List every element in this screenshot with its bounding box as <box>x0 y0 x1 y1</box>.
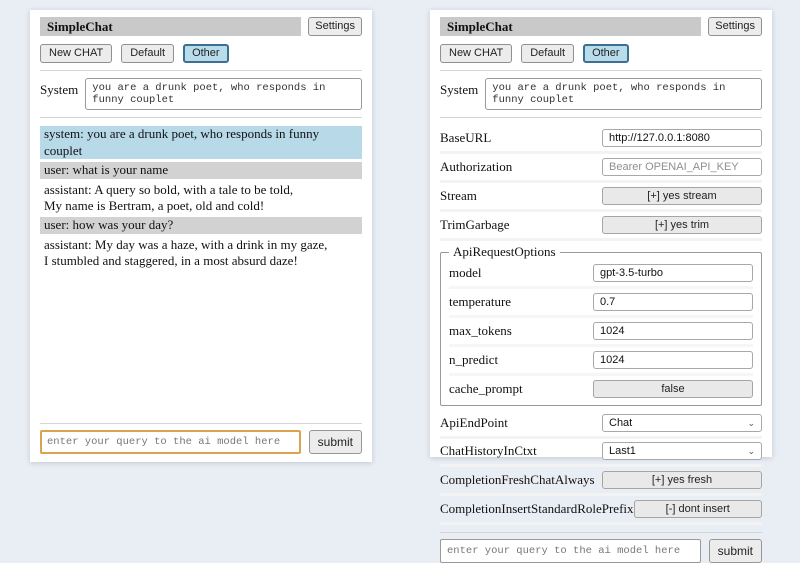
settings-list: BaseURL Authorization Stream [+] yes str… <box>440 125 762 526</box>
temperature-input[interactable] <box>593 293 753 312</box>
divider <box>440 117 762 119</box>
app-title: SimpleChat <box>447 18 513 34</box>
system-prompt-row: System you are a drunk poet, who respond… <box>440 78 762 111</box>
query-bar: submit <box>40 416 362 454</box>
system-label: System <box>440 82 479 98</box>
divider <box>40 117 362 119</box>
system-prompt-input[interactable]: you are a drunk poet, who responds in fu… <box>85 78 362 111</box>
authorization-input[interactable] <box>602 158 762 177</box>
title-bar: SimpleChat <box>440 17 702 37</box>
temperature-label: temperature <box>449 293 512 309</box>
divider <box>40 423 362 424</box>
chat-log: system: you are a drunk poet, who respon… <box>40 126 362 272</box>
chathistoryinctxt-selected-value: Last1 <box>609 445 636 458</box>
chat-message-assistant: assistant: A query so bold, with a tale … <box>44 181 294 213</box>
title-bar: SimpleChat <box>40 17 302 37</box>
submit-button[interactable]: submit <box>308 430 362 454</box>
cache-prompt-toggle-button[interactable]: false <box>593 380 753 399</box>
new-chat-button[interactable]: New CHAT <box>40 44 113 64</box>
settings-panel: SimpleChat Settings New CHAT Default Oth… <box>430 10 772 563</box>
setting-row-model: model <box>449 260 753 290</box>
completioninsertstandardroleprefix-label: CompletionInsertStandardRolePrefix <box>440 500 634 516</box>
settings-button[interactable]: Settings <box>308 17 362 37</box>
session-tab-other[interactable]: Other <box>183 44 229 64</box>
trimgarbage-label: TrimGarbage <box>440 216 510 232</box>
setting-row-max-tokens: max_tokens <box>449 318 753 348</box>
divider <box>40 70 362 72</box>
stream-toggle-button[interactable]: [+] yes stream <box>602 187 762 206</box>
setting-row-apiendpoint: ApiEndPoint Chat ⌄ <box>440 411 762 440</box>
apiendpoint-select[interactable]: Chat ⌄ <box>602 414 762 433</box>
chat-panel: SimpleChat Settings New CHAT Default Oth… <box>30 10 372 462</box>
divider <box>440 532 762 534</box>
n-predict-input[interactable] <box>593 351 753 370</box>
completioninsertstandardroleprefix-toggle-button[interactable]: [-] dont insert <box>633 500 762 519</box>
chathistoryinctxt-label: ChatHistoryInCtxt <box>440 443 537 459</box>
session-toolbar: New CHAT Default Other <box>40 44 362 64</box>
query-input[interactable] <box>40 430 301 454</box>
session-toolbar: New CHAT Default Other <box>440 44 762 64</box>
apiendpoint-selected-value: Chat <box>609 417 633 430</box>
model-label: model <box>449 264 482 280</box>
session-tab-default[interactable]: Default <box>121 44 175 64</box>
setting-row-completioninsertstandardroleprefix: CompletionInsertStandardRolePrefix [-] d… <box>440 496 762 526</box>
chathistoryinctxt-select[interactable]: Last1 ⌄ <box>602 442 762 461</box>
trimgarbage-toggle-button[interactable]: [+] yes trim <box>602 216 762 235</box>
api-request-options-group: ApiRequestOptions model temperature max_… <box>440 244 762 407</box>
header: SimpleChat Settings <box>40 17 362 37</box>
cache-prompt-label: cache_prompt <box>449 380 523 396</box>
query-bar: submit <box>440 525 762 563</box>
system-label: System <box>40 82 79 98</box>
stream-label: Stream <box>440 187 477 203</box>
setting-row-trimgarbage: TrimGarbage [+] yes trim <box>440 212 762 242</box>
setting-row-stream: Stream [+] yes stream <box>440 183 762 213</box>
system-prompt-input[interactable]: you are a drunk poet, who responds in fu… <box>485 78 762 111</box>
api-request-options-legend: ApiRequestOptions <box>453 244 556 260</box>
setting-row-completionfreshchatalways: CompletionFreshChatAlways [+] yes fresh <box>440 467 762 497</box>
setting-row-chathistoryinctxt: ChatHistoryInCtxt Last1 ⌄ <box>440 439 762 468</box>
system-prompt-row: System you are a drunk poet, who respond… <box>40 78 362 111</box>
apiendpoint-label: ApiEndPoint <box>440 415 508 431</box>
session-tab-default[interactable]: Default <box>521 44 575 64</box>
app-title: SimpleChat <box>47 18 113 34</box>
authorization-label: Authorization <box>440 158 513 174</box>
setting-row-n-predict: n_predict <box>449 347 753 377</box>
setting-row-cache-prompt: cache_prompt false <box>449 376 753 402</box>
chat-message-system: system: you are a drunk poet, who respon… <box>40 126 362 160</box>
max-tokens-input[interactable] <box>593 322 753 341</box>
baseurl-input[interactable] <box>602 129 762 148</box>
settings-button[interactable]: Settings <box>708 17 762 37</box>
setting-row-authorization: Authorization <box>440 154 762 184</box>
chevron-down-icon: ⌄ <box>747 445 755 456</box>
model-input[interactable] <box>593 264 753 283</box>
query-input[interactable] <box>440 539 701 563</box>
completionfreshchatalways-toggle-button[interactable]: [+] yes fresh <box>602 471 762 490</box>
chat-message-assistant: assistant: My day was a haze, with a dri… <box>44 236 328 268</box>
max-tokens-label: max_tokens <box>449 322 512 338</box>
chevron-down-icon: ⌄ <box>747 417 755 428</box>
baseurl-label: BaseURL <box>440 129 492 145</box>
new-chat-button[interactable]: New CHAT <box>440 44 513 64</box>
divider <box>440 70 762 72</box>
submit-button[interactable]: submit <box>708 539 762 563</box>
session-tab-other[interactable]: Other <box>583 44 629 64</box>
n-predict-label: n_predict <box>449 351 499 367</box>
chat-message-user: user: what is your name <box>40 162 362 179</box>
chat-message-user: user: how was your day? <box>40 217 362 234</box>
header: SimpleChat Settings <box>440 17 762 37</box>
setting-row-temperature: temperature <box>449 289 753 319</box>
setting-row-baseurl: BaseURL <box>440 125 762 155</box>
